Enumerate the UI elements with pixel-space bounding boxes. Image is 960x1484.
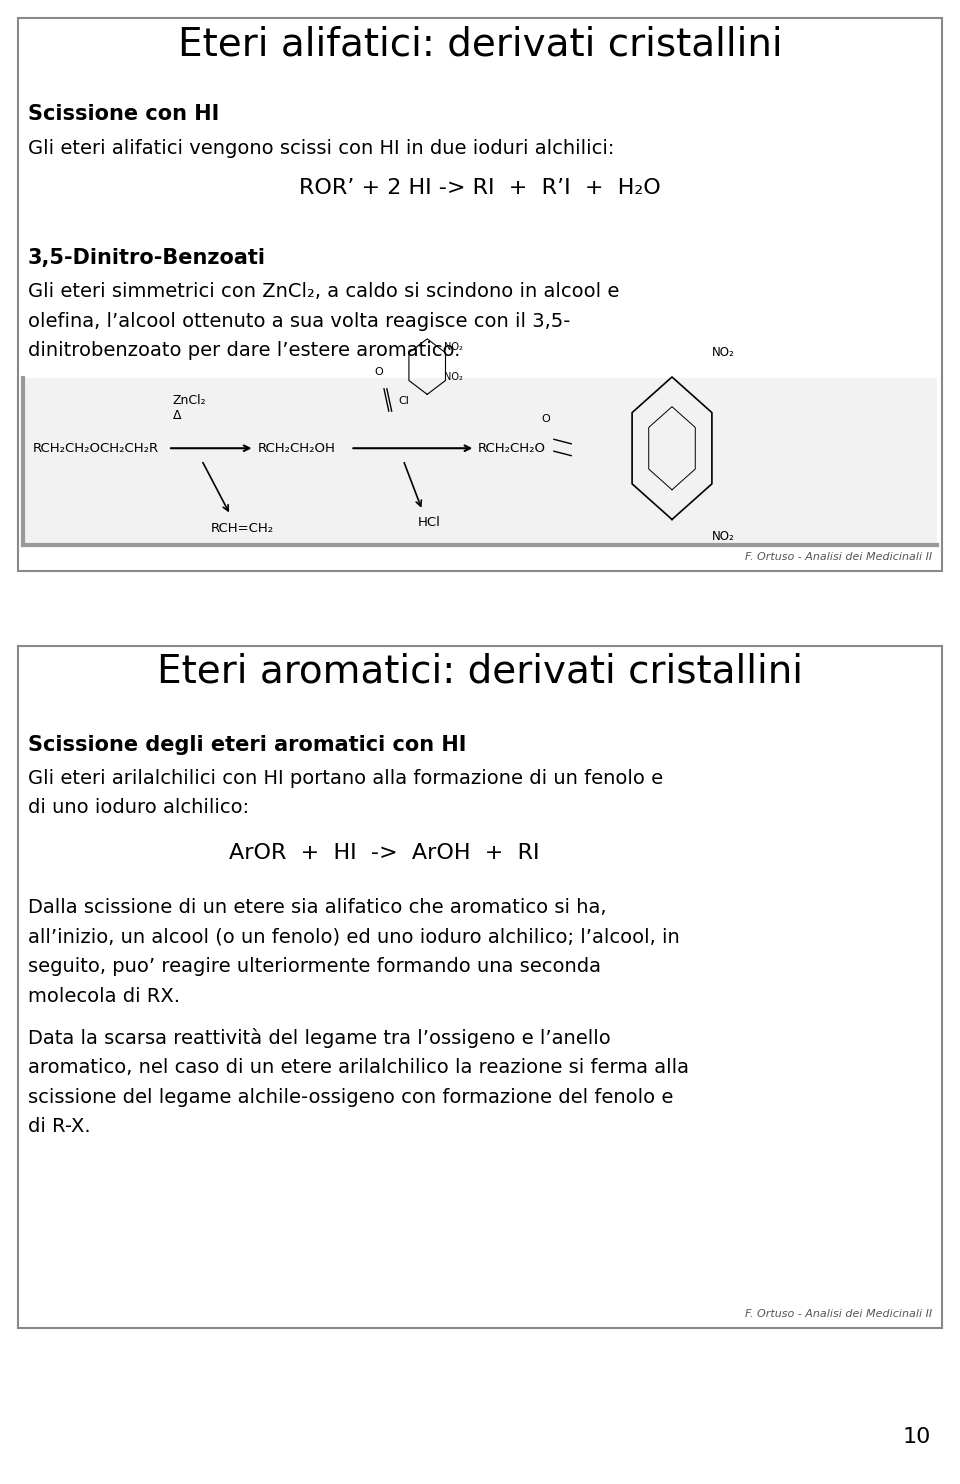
Text: olefina, l’alcool ottenuto a sua volta reagisce con il 3,5-: olefina, l’alcool ottenuto a sua volta r… bbox=[28, 312, 570, 331]
Text: NO₂: NO₂ bbox=[444, 372, 464, 381]
Text: 3,5-Dinitro-Benzoati: 3,5-Dinitro-Benzoati bbox=[28, 248, 266, 267]
Text: HCl: HCl bbox=[418, 516, 441, 530]
Text: seguito, puo’ reagire ulteriormente formando una seconda: seguito, puo’ reagire ulteriormente form… bbox=[28, 957, 601, 976]
Text: O: O bbox=[540, 414, 550, 424]
Text: RCH₂CH₂OCH₂CH₂R: RCH₂CH₂OCH₂CH₂R bbox=[33, 442, 158, 454]
Text: all’inizio, un alcool (o un fenolo) ed uno ioduro alchilico; l’alcool, in: all’inizio, un alcool (o un fenolo) ed u… bbox=[28, 928, 680, 947]
Text: Eteri alifatici: derivati cristallini: Eteri alifatici: derivati cristallini bbox=[178, 25, 782, 64]
Text: scissione del legame alchile-ossigeno con formazione del fenolo e: scissione del legame alchile-ossigeno co… bbox=[28, 1088, 673, 1107]
Text: RCH₂CH₂OH: RCH₂CH₂OH bbox=[257, 442, 335, 454]
Text: NO₂: NO₂ bbox=[712, 530, 735, 543]
Bar bbox=[18, 18, 942, 571]
Text: molecola di RX.: molecola di RX. bbox=[28, 987, 180, 1006]
Text: ZnCl₂: ZnCl₂ bbox=[173, 393, 206, 407]
Bar bbox=[23, 378, 937, 545]
Text: F. Ortuso - Analisi dei Medicinali II: F. Ortuso - Analisi dei Medicinali II bbox=[745, 1309, 932, 1319]
Text: ROR’ + 2 HI -> RI  +  R’I  +  H₂O: ROR’ + 2 HI -> RI + R’I + H₂O bbox=[300, 178, 660, 197]
Text: Scissione con HI: Scissione con HI bbox=[28, 104, 219, 123]
Text: Gli eteri arilalchilici con HI portano alla formazione di un fenolo e: Gli eteri arilalchilici con HI portano a… bbox=[28, 769, 663, 788]
Text: RCH₂CH₂O: RCH₂CH₂O bbox=[478, 442, 546, 454]
Text: Gli eteri simmetrici con ZnCl₂, a caldo si scindono in alcool e: Gli eteri simmetrici con ZnCl₂, a caldo … bbox=[28, 282, 619, 301]
Text: F. Ortuso - Analisi dei Medicinali II: F. Ortuso - Analisi dei Medicinali II bbox=[745, 552, 932, 562]
Text: Eteri aromatici: derivati cristallini: Eteri aromatici: derivati cristallini bbox=[157, 653, 803, 692]
Text: di uno ioduro alchilico:: di uno ioduro alchilico: bbox=[28, 798, 249, 818]
Text: Scissione degli eteri aromatici con HI: Scissione degli eteri aromatici con HI bbox=[28, 735, 467, 754]
Text: Cl: Cl bbox=[398, 396, 409, 405]
Bar bbox=[18, 646, 942, 1328]
Text: 10: 10 bbox=[902, 1428, 931, 1447]
Text: NO₂: NO₂ bbox=[444, 343, 464, 352]
Text: NO₂: NO₂ bbox=[712, 346, 735, 359]
Text: Data la scarsa reattività del legame tra l’ossigeno e l’anello: Data la scarsa reattività del legame tra… bbox=[28, 1028, 611, 1048]
Text: Gli eteri alifatici vengono scissi con HI in due ioduri alchilici:: Gli eteri alifatici vengono scissi con H… bbox=[28, 139, 614, 159]
Text: Δ: Δ bbox=[173, 408, 181, 421]
Text: O: O bbox=[374, 367, 384, 377]
Text: RCH=CH₂: RCH=CH₂ bbox=[211, 522, 275, 536]
Text: Dalla scissione di un etere sia alifatico che aromatico si ha,: Dalla scissione di un etere sia alifatic… bbox=[28, 898, 607, 917]
Text: di R-X.: di R-X. bbox=[28, 1117, 90, 1137]
Text: aromatico, nel caso di un etere arilalchilico la reazione si ferma alla: aromatico, nel caso di un etere arilalch… bbox=[28, 1058, 689, 1077]
Text: ArOR  +  HI  ->  ArOH  +  RI: ArOR + HI -> ArOH + RI bbox=[228, 843, 540, 862]
Text: dinitrobenzoato per dare l’estere aromatico.: dinitrobenzoato per dare l’estere aromat… bbox=[28, 341, 460, 361]
